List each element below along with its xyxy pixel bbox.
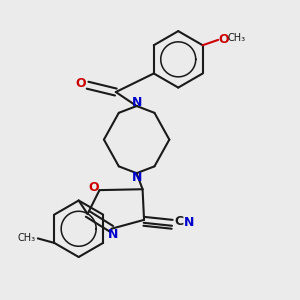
Text: O: O	[76, 77, 86, 90]
Text: CH₃: CH₃	[227, 32, 245, 43]
Text: C: C	[175, 215, 184, 228]
Text: CH₃: CH₃	[17, 233, 35, 243]
Text: N: N	[131, 170, 142, 184]
Text: N: N	[131, 96, 142, 109]
Text: O: O	[89, 181, 99, 194]
Text: N: N	[184, 216, 194, 229]
Text: N: N	[108, 228, 118, 241]
Text: O: O	[219, 33, 230, 46]
